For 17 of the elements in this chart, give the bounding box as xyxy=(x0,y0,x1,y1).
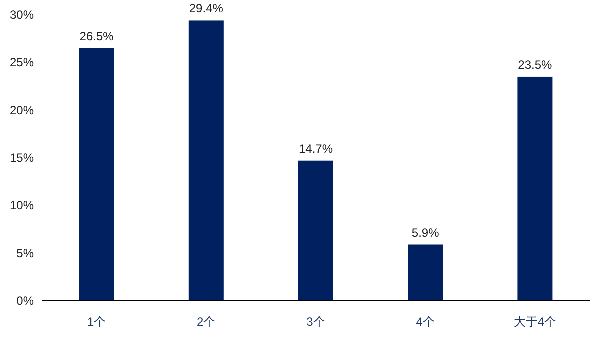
x-tick-label: 2个 xyxy=(197,315,216,329)
data-label: 26.5% xyxy=(80,29,114,44)
y-tick-label: 10% xyxy=(10,198,34,213)
x-tick-label: 3个 xyxy=(306,315,326,329)
y-tick-label: 30% xyxy=(10,8,34,22)
data-label: 29.4% xyxy=(189,2,224,16)
x-tick-label: 大于4个 xyxy=(514,315,557,329)
data-label: 5.9% xyxy=(412,226,440,240)
x-tick-label: 4个 xyxy=(416,315,435,329)
y-tick-label: 20% xyxy=(10,103,34,118)
y-tick-label: 0% xyxy=(16,294,34,308)
data-label: 14.7% xyxy=(298,142,334,156)
data-label: 23.5% xyxy=(518,58,553,72)
y-tick-label: 15% xyxy=(10,151,34,165)
x-tick-label: 1个 xyxy=(87,315,106,329)
y-tick-label: 25% xyxy=(10,56,34,70)
y-tick-label: 5% xyxy=(16,246,34,260)
